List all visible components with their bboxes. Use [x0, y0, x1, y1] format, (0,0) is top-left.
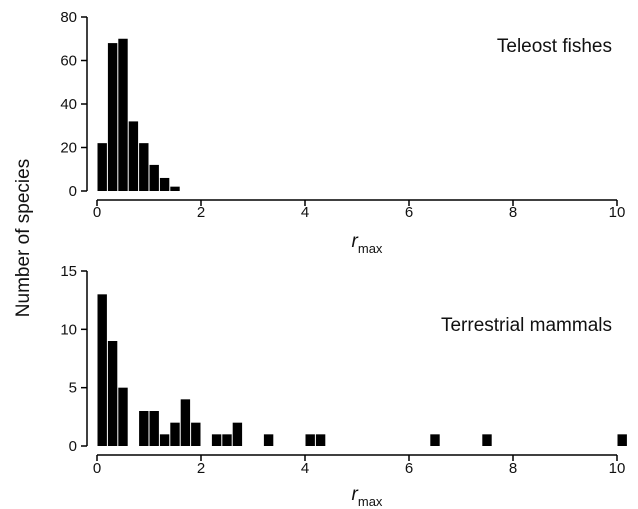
panel-1-y-tick-label: 0: [69, 183, 77, 200]
panel-2-y-tick-label: 0: [69, 438, 77, 455]
panel-2-bar: [232, 422, 243, 446]
panel-2-bar: [211, 434, 222, 446]
panel-1-x-tick-label: 6: [405, 204, 413, 221]
panel-2-y-tick-label: 10: [60, 321, 77, 338]
panel-1-bar: [149, 164, 159, 191]
panel-2-x-tick-label: 6: [405, 460, 413, 477]
panel-1-bar: [170, 186, 180, 191]
panel-2-bar: [482, 434, 492, 446]
panel-1-x-tick-label: 0: [93, 204, 101, 221]
panel-1-x-axis-label-main: r: [352, 231, 359, 252]
panel-2-bar: [222, 434, 232, 446]
panel-1-bar: [107, 43, 118, 191]
panel-1-y-tick-label: 20: [60, 140, 77, 157]
panel-2-bar: [97, 294, 107, 446]
panel-2-x-tick-label: 4: [301, 460, 309, 477]
panel-2-x-axis-label-main: r: [352, 484, 359, 505]
panel-1-x-axis-label-sub: max: [358, 241, 383, 256]
panel-1-bar: [118, 38, 128, 191]
panel-2-bar: [617, 434, 627, 446]
panel-1-bar: [139, 143, 149, 191]
panel-2-bar: [263, 434, 274, 446]
panel-2-x-axis-label: rmax: [352, 484, 383, 509]
panel-1-bar: [159, 177, 170, 191]
panel-2-bar: [159, 434, 170, 446]
panel-2-bar: [170, 422, 180, 446]
panel-2-x-tick-label: 0: [93, 460, 101, 477]
panel-2-bar: [430, 434, 440, 446]
panel-2-bar: [107, 341, 118, 446]
panel-1-y-tick-label: 60: [60, 53, 77, 70]
panel-2-bar: [139, 411, 149, 446]
panel-1-x-tick-label: 4: [301, 204, 309, 221]
panel-2-bar: [180, 399, 191, 446]
panel-1-x-tick-label: 2: [197, 204, 205, 221]
panel-1-bar: [128, 121, 139, 191]
panel-1-y-tick-label: 40: [60, 96, 77, 113]
panel-1-x-tick-label: 10: [609, 204, 626, 221]
shared-y-axis-label: Number of species: [13, 159, 34, 317]
panel-1-bar: [97, 143, 107, 191]
panel-2-bar: [149, 411, 159, 446]
panel-2-title: Terrestrial mammals: [441, 315, 612, 336]
panel-2-y-tick-label: 5: [69, 380, 77, 397]
panel-2-bar: [118, 387, 128, 446]
panel-1-y-tick-label: 80: [60, 9, 77, 26]
panel-2-x-tick-label: 2: [197, 460, 205, 477]
panel-1-x-tick-label: 8: [509, 204, 517, 221]
panel-2-bar: [191, 422, 201, 446]
panel-2-x-axis-label-sub: max: [358, 494, 383, 509]
panel-2-bar: [315, 434, 326, 446]
panel-2-bar: [305, 434, 315, 446]
panel-1-title: Teleost fishes: [497, 36, 612, 57]
panel-2-x-tick-label: 8: [509, 460, 517, 477]
panel-1-x-axis-label: rmax: [352, 231, 383, 256]
panel-2-y-tick-label: 15: [60, 263, 77, 280]
panel-2-x-tick-label: 10: [609, 460, 626, 477]
